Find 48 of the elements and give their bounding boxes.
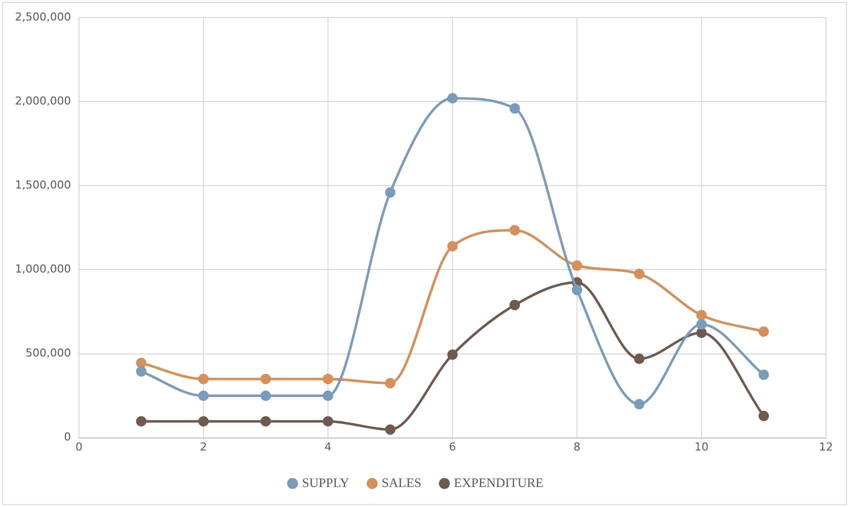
legend-label: SUPPLY (302, 474, 350, 490)
point (198, 374, 209, 384)
x-tick-label: 10 (694, 440, 708, 454)
point (572, 260, 582, 271)
point (696, 328, 707, 338)
x-tick-label: 0 (75, 440, 82, 454)
x-tick-label: 12 (819, 440, 833, 454)
point (509, 224, 520, 236)
point (447, 93, 458, 104)
point (384, 424, 396, 435)
point (198, 390, 209, 402)
point (758, 410, 769, 422)
x-tick-label: 8 (573, 440, 580, 454)
point (758, 326, 769, 337)
point (634, 268, 644, 280)
point (322, 416, 334, 427)
point (447, 349, 458, 360)
x-tick-label: 6 (448, 440, 456, 454)
point (260, 390, 271, 402)
legend-label: EXPENDITURE (454, 474, 544, 490)
point (572, 284, 582, 296)
point (136, 358, 146, 368)
point (260, 374, 271, 384)
point (260, 416, 271, 427)
point (322, 390, 334, 402)
point (758, 370, 769, 380)
legend-label: SALES (382, 474, 422, 490)
point (384, 378, 396, 388)
x-tick-label: 2 (200, 440, 207, 454)
y-tick-label: 1,500,000 (15, 178, 71, 192)
y-tick-label: 2,500,000 (15, 10, 71, 24)
point (696, 319, 707, 330)
point (198, 416, 209, 427)
x-tick-label: 4 (324, 440, 332, 454)
point (634, 354, 644, 364)
point (136, 366, 146, 377)
y-tick-label: 2,000,000 (15, 94, 71, 108)
point (634, 398, 644, 410)
point (136, 416, 146, 427)
point (696, 310, 707, 320)
point (322, 374, 334, 384)
point (447, 240, 458, 252)
point (509, 300, 520, 310)
y-tick-label: 1,000,000 (15, 262, 71, 276)
y-tick-label: 500,000 (25, 346, 71, 360)
y-tick-label: 0 (64, 430, 71, 444)
point (509, 103, 520, 114)
point (384, 187, 396, 198)
